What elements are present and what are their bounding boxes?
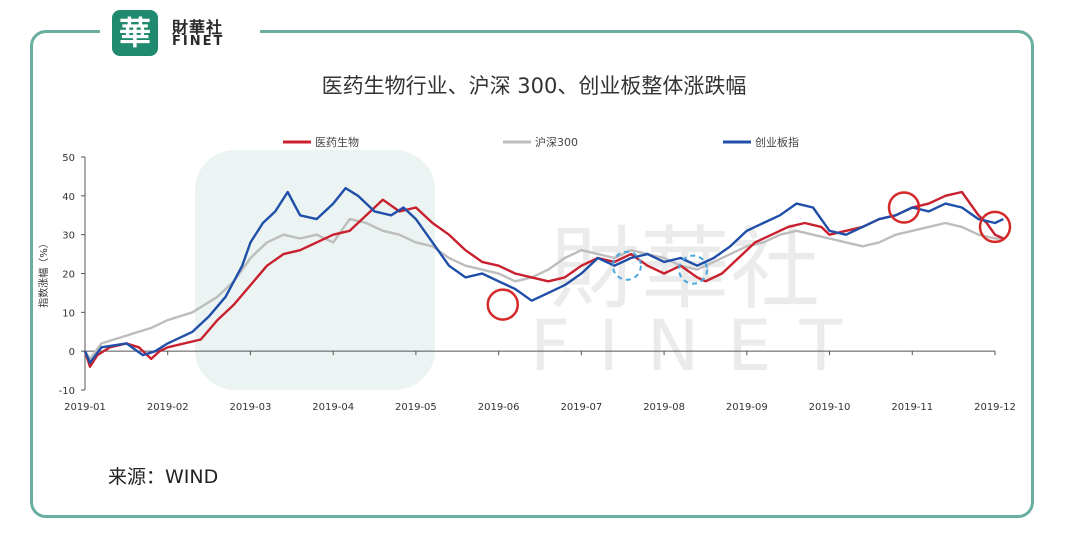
x-tick-label: 2019-04: [312, 402, 354, 413]
y-axis: -10 0 10 20 30 40 50: [59, 153, 86, 397]
source-note: 来源：WIND: [108, 466, 219, 488]
legend-label: 沪深300: [535, 135, 578, 149]
y-tick-label: 10: [62, 308, 75, 319]
y-tick-label: 30: [62, 231, 75, 242]
x-tick-label: 2019-06: [478, 402, 520, 413]
legend-label: 医药生物: [315, 135, 359, 149]
x-axis: 2019-01 2019-02 2019-03 2019-04 2019-05 2019-…: [64, 350, 1016, 413]
series-line-csi300: [83, 217, 1004, 361]
chart-frame: [30, 30, 1034, 518]
x-tick-label: 2019-10: [809, 402, 851, 413]
x-tick-label: 2019-05: [395, 402, 437, 413]
annotation-circle-blue: [678, 254, 709, 285]
y-tick-label: 40: [62, 192, 75, 203]
watermark: 財華社 FINET: [195, 150, 870, 390]
x-tick-label: 2019-07: [560, 402, 602, 413]
y-axis-label: 指数涨幅（%）: [37, 238, 50, 308]
annotation-circle-red: [486, 288, 520, 321]
x-tick-label: 2019-09: [726, 402, 768, 413]
series-lines: [83, 186, 1004, 368]
annotation-circle-blue: [611, 250, 642, 281]
x-tick-label: 2019-03: [230, 402, 272, 413]
finet-logo-name-cn: 財華社: [172, 18, 224, 37]
x-tick-label: 2019-01: [64, 402, 106, 413]
watermark-en: FINET: [530, 305, 870, 387]
x-tick-label: 2019-11: [891, 402, 933, 413]
x-tick-label: 2019-02: [147, 402, 189, 413]
finet-logo-name-en: FINET: [172, 34, 225, 49]
watermark-seal: [195, 150, 435, 390]
annotation-circle-red: [887, 191, 921, 224]
series-line-chinext: [83, 186, 1004, 364]
finet-logo-seal: 華: [112, 10, 158, 56]
x-tick-label: 2019-12: [974, 402, 1016, 413]
y-tick-label: -10: [59, 386, 75, 397]
chart-title: 医药生物行业、沪深 300、创业板整体涨跌幅: [321, 74, 747, 98]
annotations: [486, 191, 1012, 321]
x-tick-label: 2019-08: [643, 402, 685, 413]
y-tick-label: 50: [62, 153, 75, 164]
y-tick-label: 0: [69, 347, 75, 358]
legend: 医药生物 沪深300 创业板指: [283, 135, 799, 149]
y-tick-label: 20: [62, 270, 75, 281]
legend-label: 创业板指: [755, 135, 799, 149]
annotation-circle-red: [978, 210, 1012, 244]
